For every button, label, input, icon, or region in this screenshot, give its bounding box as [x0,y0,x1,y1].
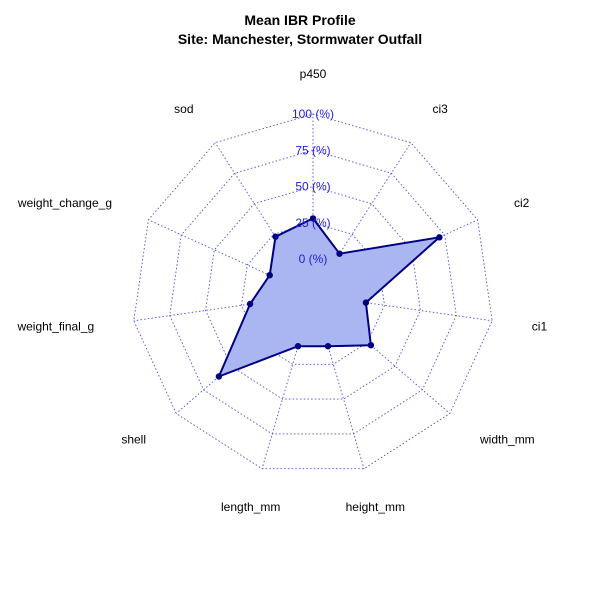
data-point-p450 [309,215,317,222]
axis-label-ci1: ci1 [532,320,548,334]
data-point-ci3 [336,250,343,257]
axis-label-weight_change_g: weight_change_g [17,196,112,210]
axis-label-width_mm: width_mm [479,433,535,447]
axis-label-height_mm: height_mm [346,500,405,514]
data-point-length_mm [294,343,302,350]
grid-ring-75 [169,149,457,435]
r-tick-label-100: 100 (%) [292,107,334,121]
r-tick-label-0: 0 (%) [299,252,328,266]
data-layer [215,215,443,380]
axis-label-p450: p450 [300,67,327,81]
data-point-weight_final_g [246,300,254,308]
axis-label-length_mm: length_mm [221,500,280,514]
axis-label-weight_final_g: weight_final_g [16,320,94,334]
series-area [217,217,441,378]
r-tick-label-50: 50 (%) [295,180,330,194]
r-tick-label-75: 75 (%) [295,143,330,157]
spoke-weight_change_g [148,219,281,281]
data-point-ci1 [362,299,370,306]
r-tick-label-25: 25 (%) [295,216,330,230]
chart-title: Mean IBR Profile [244,12,355,28]
axis-label-ci3: ci3 [433,102,449,116]
data-point-width_mm [367,342,375,349]
spoke-ci1 [348,299,493,322]
spoke-height_mm [322,329,365,469]
data-point-ci2 [436,234,443,241]
data-point-weight_change_g [266,272,273,279]
data-point-sod [272,233,279,240]
axis-label-shell: shell [121,433,146,447]
data-point-shell [215,373,223,380]
label-layer: 0 (%) 25 (%) 50 (%) 75 (%) 100 (%) p450 ci3 ci2… [16,67,547,514]
data-point-height_mm [324,343,332,350]
chart-subtitle: Site: Manchester, Stormwater Outfall [178,31,422,47]
axis-label-ci2: ci2 [514,196,530,210]
axis-label-sod: sod [174,102,193,116]
